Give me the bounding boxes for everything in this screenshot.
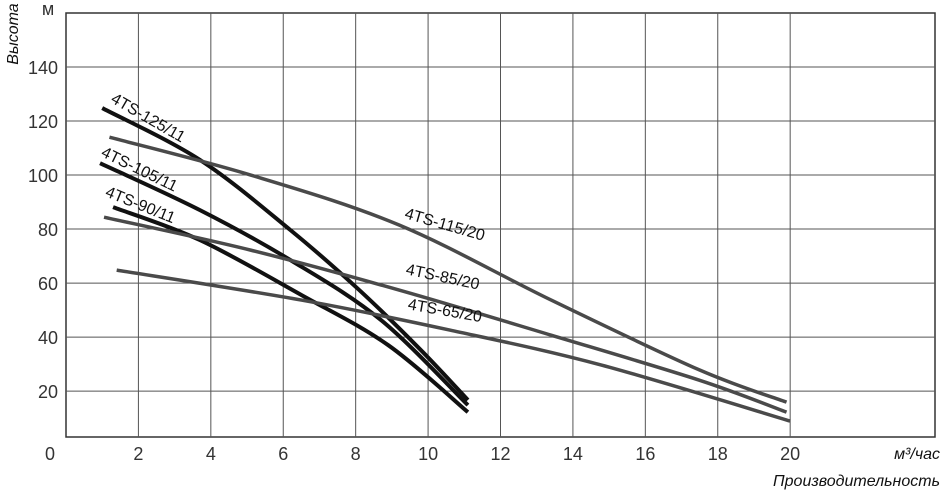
curve-label: 4TS-85/20: [404, 261, 481, 293]
x-tick-label: 12: [490, 444, 510, 464]
x-tick-label: 10: [418, 444, 438, 464]
y-tick-label: 40: [38, 328, 58, 348]
x-axis-title: Производительность: [773, 473, 940, 490]
curve: [112, 205, 470, 414]
curve: [103, 215, 788, 414]
y-unit: м: [42, 0, 54, 19]
curve: [108, 135, 788, 404]
x-tick-label: 8: [351, 444, 361, 464]
x-tick-label: 6: [278, 444, 288, 464]
y-tick-label: 80: [38, 220, 58, 240]
y-tick-label: 140: [28, 58, 58, 78]
origin-label: 0: [45, 444, 55, 464]
x-tick-label: 14: [563, 444, 583, 464]
curve-label: 4TS-115/20: [403, 206, 487, 245]
x-tick-label: 20: [780, 444, 800, 464]
curve: [101, 106, 470, 402]
x-tick-label: 16: [635, 444, 655, 464]
x-tick-label: 18: [708, 444, 728, 464]
y-tick-label: 60: [38, 274, 58, 294]
x-tick-label: 2: [133, 444, 143, 464]
x-unit: м³/час: [894, 446, 940, 463]
y-axis-title: Высота: [5, 3, 22, 64]
y-tick-label: 120: [28, 112, 58, 132]
y-tick-label: 20: [38, 382, 58, 402]
x-tick-label: 4: [206, 444, 216, 464]
y-tick-label: 100: [28, 166, 58, 186]
curve: [116, 268, 791, 423]
